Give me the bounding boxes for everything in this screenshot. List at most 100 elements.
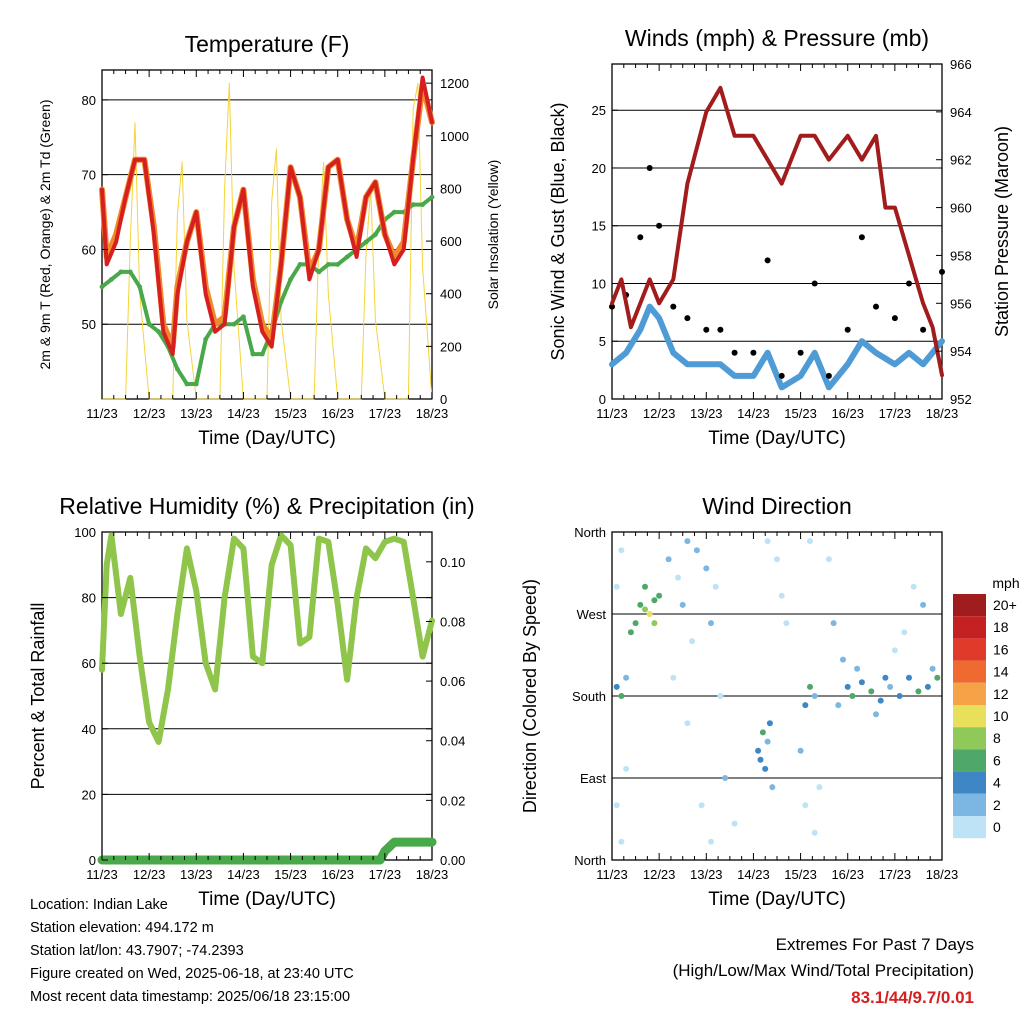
extremes-subtitle: (High/Low/Max Wind/Total Precipitation) (672, 961, 974, 980)
y-tick-label-right: 0.02 (440, 793, 465, 808)
x-tick-label: 14/23 (737, 867, 770, 882)
y-tick-label: 60 (82, 242, 96, 257)
gust-point (750, 349, 757, 356)
dewpoint-point (184, 381, 190, 387)
gust-point (920, 326, 927, 333)
x-tick-label: 12/23 (643, 406, 676, 421)
direction-point (910, 583, 917, 590)
direction-point (769, 784, 776, 791)
y-tick-label: 15 (592, 219, 606, 234)
x-tick-label: 13/23 (180, 406, 213, 421)
direction-point (844, 683, 851, 690)
panel-title: Relative Humidity (%) & Precipitation (i… (59, 493, 474, 519)
x-tick-label: 18/23 (416, 867, 449, 882)
x-tick-label: 14/23 (227, 867, 260, 882)
y-tick-label-right: 0.10 (440, 555, 465, 570)
direction-point (637, 601, 644, 608)
colorbar-label: 6 (993, 752, 1001, 768)
y-tick-label-right: 400 (440, 287, 462, 302)
y-tick-label: 20 (82, 787, 96, 802)
gust-point (825, 372, 832, 379)
dewpoint-point (325, 262, 331, 267)
colorbar-title: mph (992, 575, 1019, 591)
direction-point (755, 747, 762, 754)
direction-point (632, 620, 639, 627)
direction-point (774, 556, 780, 563)
direction-point (811, 829, 818, 836)
footer-created: Figure created on Wed, 2025-06-18, at 23… (30, 966, 354, 982)
y-tick-label: 40 (82, 722, 96, 737)
plot-frame (611, 63, 943, 400)
direction-point (675, 574, 681, 581)
x-tick-label: 12/23 (643, 867, 676, 882)
direction-point (656, 592, 663, 599)
y-tick-label: 60 (82, 656, 96, 671)
y-tick-label: 5 (599, 334, 606, 349)
y-tick-label-right: 0.06 (440, 674, 465, 689)
gust-point (717, 326, 724, 333)
y-tick-label: West (577, 607, 607, 622)
direction-point (825, 556, 832, 563)
direction-point (618, 547, 625, 554)
colorbar-swatch (953, 705, 986, 728)
direction-point (766, 720, 773, 727)
dewpoint-point (259, 351, 265, 357)
colorbar-label: 14 (993, 664, 1009, 680)
gust-point (609, 303, 615, 310)
direction-point (613, 683, 620, 690)
series-sonic-wind (609, 303, 945, 391)
y-tick-label: 70 (82, 168, 96, 183)
direction-point (759, 729, 766, 736)
x-tick-label: 15/23 (784, 867, 817, 882)
direction-point (627, 629, 634, 636)
y-axis-label-right: Solar Insolation (Yellow) (485, 160, 501, 310)
direction-point (797, 747, 804, 754)
panel-title: Winds (mph) & Pressure (mb) (625, 25, 929, 51)
colorbar-swatch (953, 749, 986, 772)
y-tick-label-right: 958 (950, 248, 972, 263)
y-tick-label-right: 200 (440, 339, 462, 354)
gust-point (939, 268, 945, 275)
dewpoint-point (344, 254, 350, 260)
y-tick-label: 50 (82, 317, 96, 332)
colorbar-label: 10 (993, 708, 1009, 724)
direction-point (854, 665, 861, 672)
direction-point (731, 820, 738, 827)
panel-title: Wind Direction (702, 493, 852, 519)
colorbar-label: 2 (993, 797, 1001, 813)
dewpoint-point (288, 277, 293, 282)
direction-point (684, 720, 691, 727)
x-tick-label: 18/23 (926, 867, 959, 882)
direction-point (613, 583, 620, 590)
gust-point (656, 222, 663, 229)
direction-point (924, 683, 931, 690)
x-tick-label: 12/23 (133, 867, 166, 882)
y-tick-label: 10 (592, 276, 606, 291)
y-tick-label: 0 (89, 853, 96, 868)
gust-point (858, 234, 865, 241)
wind-direction-panel: Wind Direction 11/23 12/23 13/23 14/23 15/23 1… (520, 493, 958, 910)
direction-point (646, 611, 653, 617)
direction-point (712, 583, 719, 590)
colorbar-swatch (953, 793, 986, 816)
direction-point (703, 565, 710, 572)
gust-point (778, 372, 785, 379)
x-tick-label: 11/23 (596, 867, 628, 882)
x-tick-label: 17/23 (369, 867, 402, 882)
direction-point (684, 538, 691, 545)
direction-point (665, 556, 672, 563)
x-tick-label: 15/23 (274, 406, 307, 421)
direction-point (849, 693, 856, 699)
direction-point (698, 802, 705, 809)
plot-frame (101, 531, 433, 861)
direction-point (757, 756, 764, 763)
extremes-values: 83.1/44/9.7/0.01 (851, 988, 974, 1007)
gust-point (646, 165, 653, 171)
gust-point (811, 280, 818, 287)
direction-point (906, 674, 912, 681)
dewpoint-point (410, 202, 416, 208)
y-tick-label-right: 962 (950, 153, 972, 168)
direction-point (708, 620, 714, 627)
series-relative-humidity (99, 532, 435, 745)
y-tick-label: 100 (74, 525, 96, 540)
